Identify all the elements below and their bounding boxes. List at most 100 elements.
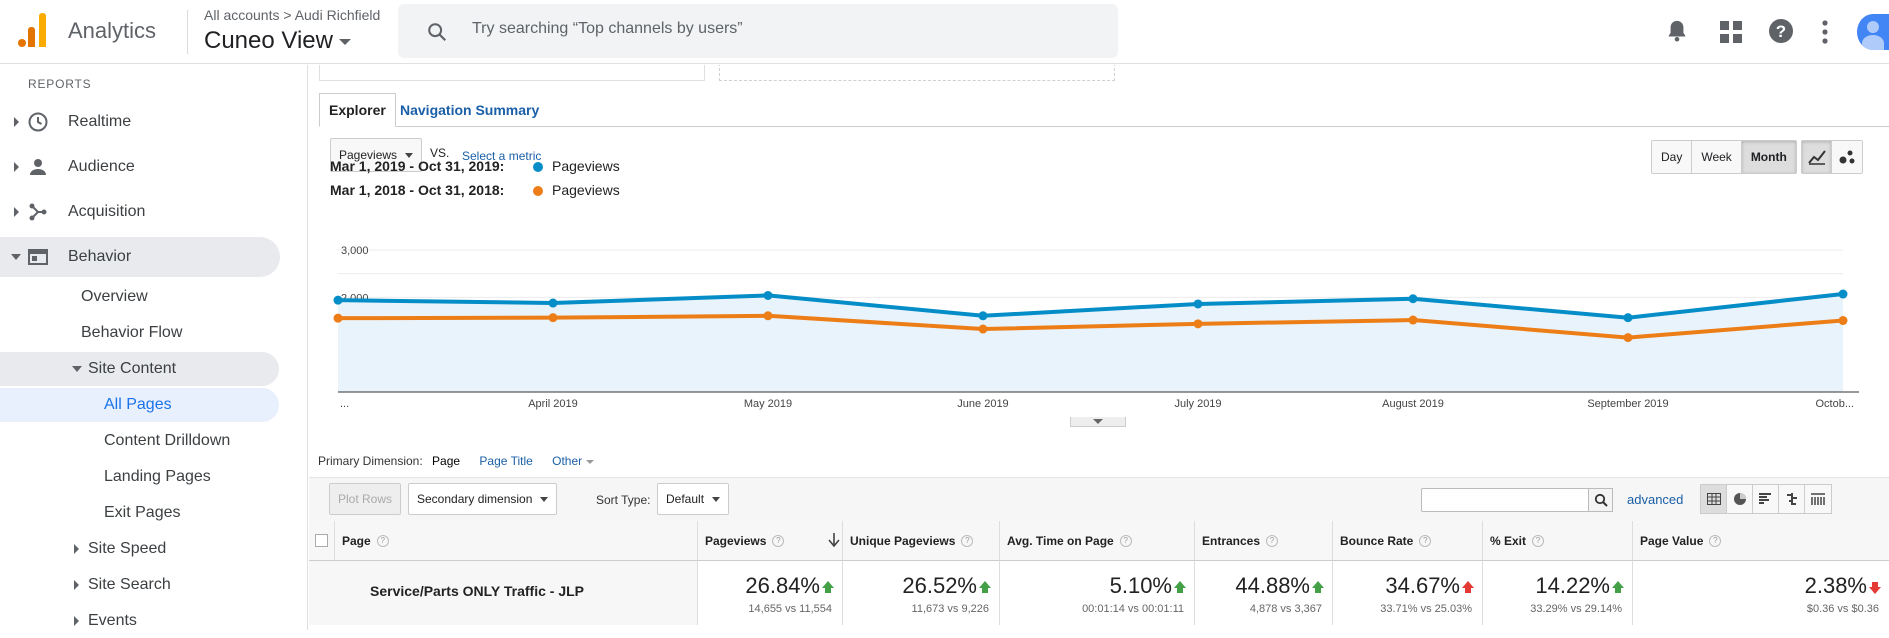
column-header-bounce-rate[interactable]: Bounce Rate? — [1333, 521, 1483, 561]
sidebar-item-site-search[interactable]: Site Search — [0, 568, 279, 602]
help-icon[interactable]: ? — [1419, 534, 1432, 547]
metric-selector[interactable]: Pageviews — [330, 138, 423, 172]
help-icon[interactable]: ? — [961, 534, 974, 547]
breadcrumb-account[interactable]: Audi Richfield — [294, 7, 381, 23]
sidebar-item-landing-pages[interactable]: Landing Pages — [104, 460, 274, 494]
tab-navigation-summary[interactable]: Navigation Summary — [400, 102, 540, 118]
performance-view-icon[interactable] — [1753, 485, 1779, 513]
arrow-up-icon — [979, 581, 991, 593]
search-icon — [1594, 493, 1608, 507]
svg-text:?: ? — [1776, 22, 1786, 41]
column-header-entrances[interactable]: Entrances? — [1195, 521, 1333, 561]
sidebar-item-realtime[interactable]: Realtime — [0, 102, 280, 142]
column-header-avg-time[interactable]: Avg. Time on Page? — [1000, 521, 1195, 561]
select-metric-link[interactable]: Select a metric — [462, 149, 542, 163]
sidebar-item-site-speed[interactable]: Site Speed — [0, 532, 279, 566]
sidebar-item-overview[interactable]: Overview — [81, 280, 281, 314]
table-search-button[interactable] — [1588, 488, 1613, 512]
help-icon[interactable]: ? — [1532, 534, 1545, 547]
search-bar[interactable] — [398, 4, 1118, 58]
pie-view-icon[interactable] — [1727, 485, 1753, 513]
comparison-view-icon[interactable] — [1779, 485, 1805, 513]
sort-desc-icon[interactable] — [828, 533, 840, 547]
dimension-other[interactable]: Other — [552, 454, 595, 468]
granularity-week[interactable]: Week — [1692, 141, 1742, 173]
comparison-values: 00:01:14 vs 00:01:11 — [1082, 603, 1184, 615]
segment-placeholder[interactable] — [719, 65, 1115, 81]
collapse-arrow-icon — [11, 254, 21, 260]
table-filter-input[interactable] — [1421, 488, 1589, 512]
table-row-label-cell[interactable]: Service/Parts ONLY Traffic - JLP — [309, 561, 698, 625]
column-header-page-value[interactable]: Page Value? — [1633, 521, 1889, 561]
x-tick-label: June 2019 — [957, 398, 1008, 410]
help-icon[interactable]: ? — [1119, 534, 1132, 547]
bell-icon[interactable] — [1666, 18, 1688, 44]
account-avatar[interactable] — [1857, 14, 1889, 50]
chart-resize-handle[interactable] — [1070, 417, 1126, 427]
series-line — [337, 313, 1844, 340]
motion-chart-icon[interactable] — [1832, 141, 1862, 173]
dimension-page[interactable]: Page — [432, 454, 461, 468]
sidebar-item-events[interactable]: Events — [0, 604, 279, 638]
data-point — [1193, 299, 1203, 309]
reports-heading: REPORTS — [28, 77, 92, 91]
search-icon — [428, 23, 447, 42]
app-name: Analytics — [68, 18, 157, 43]
breadcrumb[interactable]: All accounts > Audi Richfield — [204, 7, 380, 23]
sidebar-item-site-content[interactable]: Site Content — [0, 352, 279, 386]
tab-explorer[interactable]: Explorer — [319, 93, 396, 127]
sidebar-item-acquisition[interactable]: Acquisition — [0, 192, 280, 232]
secondary-dimension-dropdown[interactable]: Secondary dimension — [408, 483, 558, 515]
data-point — [978, 311, 988, 321]
column-header-exit[interactable]: % Exit? — [1483, 521, 1633, 561]
cell-unique-pageviews: 26.52% 11,673 vs 9,226 — [843, 561, 1000, 625]
dimension-page-title[interactable]: Page Title — [479, 454, 533, 468]
help-icon[interactable]: ? — [1709, 534, 1722, 547]
change-percent: 26.84% — [745, 573, 820, 598]
legend-dot — [533, 186, 543, 196]
pivot-view-icon[interactable] — [1805, 485, 1831, 513]
change-percent: 2.38% — [1804, 573, 1867, 598]
column-header-page[interactable]: Page? — [335, 521, 698, 561]
help-icon[interactable]: ? — [376, 534, 389, 547]
header-label: Pageviews — [705, 533, 767, 548]
y-tick-label: 3,000 — [341, 245, 369, 257]
x-tick-label: September 2019 — [1587, 398, 1668, 410]
view-selector[interactable]: Cuneo View — [204, 27, 351, 55]
search-input[interactable] — [472, 20, 1072, 38]
analytics-logo[interactable] — [18, 13, 48, 47]
granularity-day[interactable]: Day — [1652, 141, 1693, 173]
plot-rows-button[interactable]: Plot Rows — [329, 483, 402, 515]
sidebar-item-exit-pages[interactable]: Exit Pages — [104, 496, 274, 530]
help-icon[interactable]: ? — [1768, 18, 1794, 44]
sidebar-item-content-drilldown[interactable]: Content Drilldown — [104, 424, 274, 458]
apps-grid-icon[interactable] — [1720, 21, 1742, 43]
sidebar-item-label: Site Speed — [88, 540, 167, 557]
help-icon[interactable]: ? — [772, 534, 785, 547]
breadcrumb-all-accounts[interactable]: All accounts — [204, 7, 280, 23]
sidebar-item-behavior-flow[interactable]: Behavior Flow — [81, 316, 281, 350]
advanced-link[interactable]: advanced — [1627, 492, 1684, 507]
more-vert-icon[interactable] — [1821, 20, 1829, 44]
select-all-checkbox[interactable] — [315, 534, 328, 547]
sidebar-item-all-pages[interactable]: All Pages — [0, 388, 279, 422]
sidebar-item-label: Content Drilldown — [104, 432, 231, 449]
column-header-unique-pageviews[interactable]: Unique Pageviews? — [843, 521, 1000, 561]
sidebar-item-behavior[interactable]: Behavior — [0, 237, 280, 277]
column-header-pageviews[interactable]: Pageviews? — [698, 521, 843, 561]
dimension-other-label: Other — [552, 454, 583, 468]
sidebar-item-label: Site Content — [88, 360, 177, 377]
data-point — [1623, 333, 1633, 343]
line-chart-icon[interactable] — [1802, 141, 1832, 173]
granularity-month[interactable]: Month — [1741, 141, 1796, 173]
cell-bounce-rate: 34.67% 33.71% vs 25.03% — [1333, 561, 1483, 625]
chart-type-toggle — [1801, 140, 1863, 174]
date-range-box[interactable] — [319, 65, 705, 81]
sidebar-item-audience[interactable]: Audience — [0, 147, 280, 187]
table-view-icon[interactable] — [1701, 485, 1727, 513]
sort-type-value: Default — [666, 492, 705, 506]
sort-type-dropdown[interactable]: Default — [657, 483, 730, 515]
legend-current: Mar 1, 2019 - Oct 31, 2019: Pageviews — [330, 158, 730, 178]
help-icon[interactable]: ? — [1266, 534, 1279, 547]
